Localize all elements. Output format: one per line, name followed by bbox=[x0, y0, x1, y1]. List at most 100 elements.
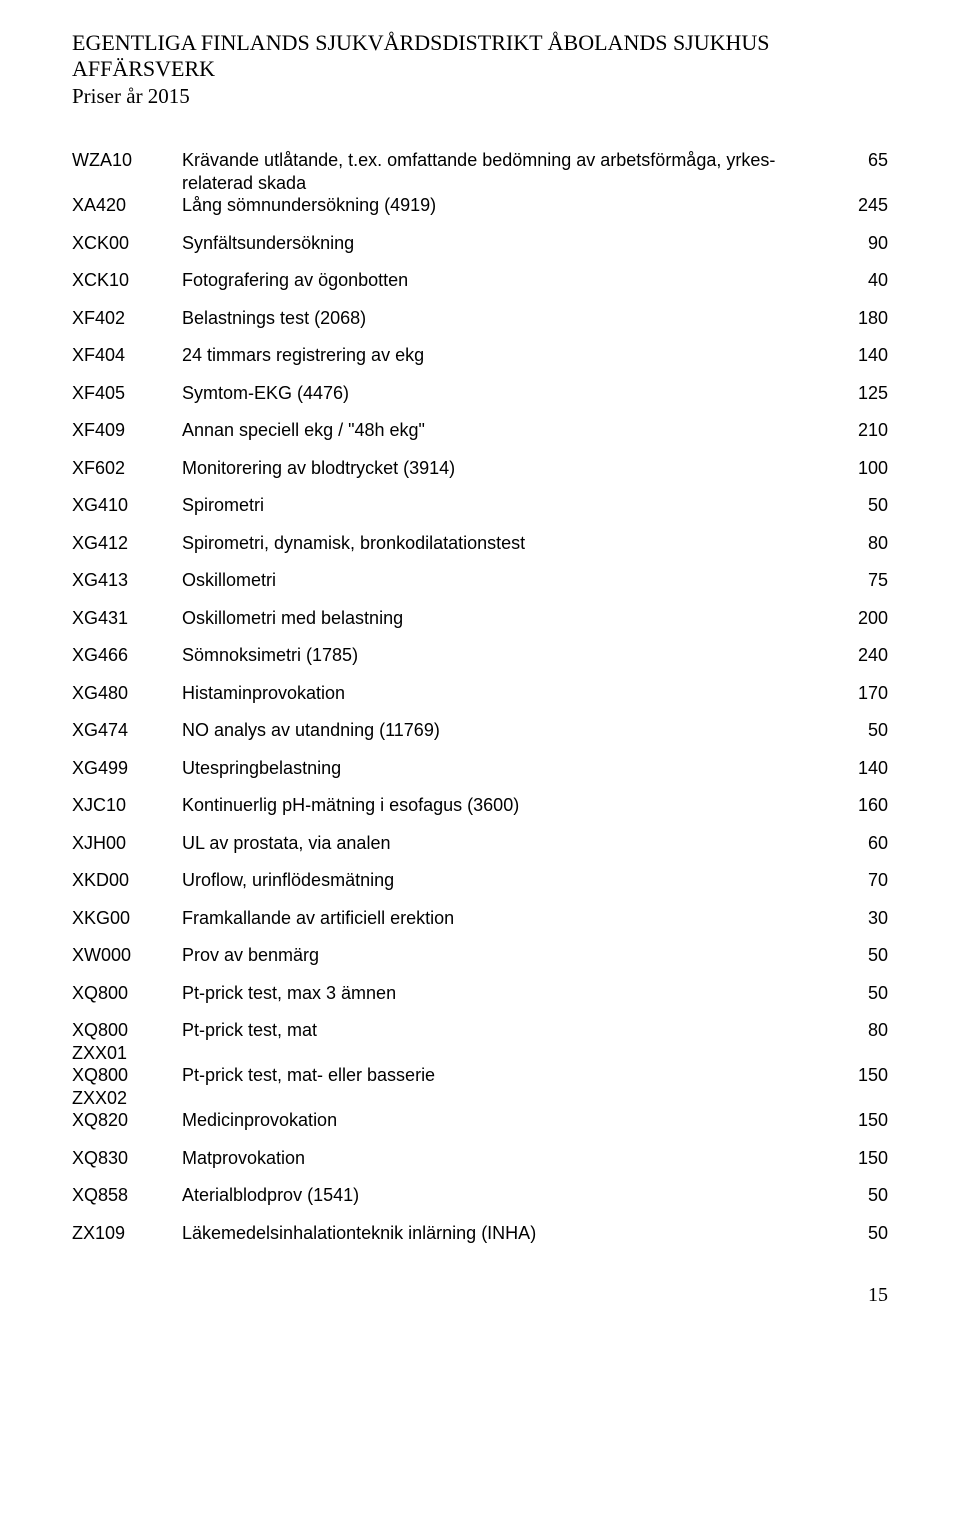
page-number: 15 bbox=[72, 1284, 888, 1307]
table-row: XF602Monitorering av blodtrycket (3914)1… bbox=[72, 457, 888, 480]
table-row: XQ858Aterialblodprov (1541)50 bbox=[72, 1184, 888, 1207]
row-description: Spirometri, dynamisk, bronkodilatationst… bbox=[182, 532, 828, 555]
row-price: 65 bbox=[828, 149, 888, 172]
header-title: EGENTLIGA FINLANDS SJUKVÅRDSDISTRIKT ÅBO… bbox=[72, 30, 888, 82]
table-row: XQ800 ZXX01Pt-prick test, mat80 bbox=[72, 1019, 888, 1064]
row-code: XG413 bbox=[72, 569, 182, 592]
table-row: XG412Spirometri, dynamisk, bronkodilatat… bbox=[72, 532, 888, 555]
row-price: 150 bbox=[828, 1147, 888, 1170]
row-description: UL av prostata, via analen bbox=[182, 832, 828, 855]
row-description: Utespringbelastning bbox=[182, 757, 828, 780]
row-code: XQ800 bbox=[72, 982, 182, 1005]
row-price: 50 bbox=[828, 1184, 888, 1207]
row-description: Symtom-EKG (4476) bbox=[182, 382, 828, 405]
row-description: Matprovokation bbox=[182, 1147, 828, 1170]
table-row: XCK00Synfältsundersökning90 bbox=[72, 232, 888, 255]
row-code: XQ800 ZXX02 bbox=[72, 1064, 182, 1109]
row-code: XJC10 bbox=[72, 794, 182, 817]
row-code: XG499 bbox=[72, 757, 182, 780]
row-description: Uroflow, urinflödesmätning bbox=[182, 869, 828, 892]
table-row: XA420Lång sömnundersökning (4919)245 bbox=[72, 194, 888, 217]
row-code: XA420 bbox=[72, 194, 182, 217]
row-price: 140 bbox=[828, 757, 888, 780]
row-code: XF602 bbox=[72, 457, 182, 480]
row-code: XCK00 bbox=[72, 232, 182, 255]
row-description: Spirometri bbox=[182, 494, 828, 517]
row-code: XG474 bbox=[72, 719, 182, 742]
row-description: Sömnoksimetri (1785) bbox=[182, 644, 828, 667]
price-table: WZA10Krävande utlåtande, t.ex. omfattand… bbox=[72, 149, 888, 1244]
row-description: Annan speciell ekg / "48h ekg" bbox=[182, 419, 828, 442]
table-row: XKG00Framkallande av artificiell erektio… bbox=[72, 907, 888, 930]
table-row: XG431Oskillometri med belastning200 bbox=[72, 607, 888, 630]
table-row: XW000Prov av benmärg50 bbox=[72, 944, 888, 967]
table-row: XF405Symtom-EKG (4476)125 bbox=[72, 382, 888, 405]
row-description: NO analys av utandning (11769) bbox=[182, 719, 828, 742]
table-row: XG480Histaminprovokation170 bbox=[72, 682, 888, 705]
row-description: Synfältsundersökning bbox=[182, 232, 828, 255]
row-price: 40 bbox=[828, 269, 888, 292]
row-price: 80 bbox=[828, 532, 888, 555]
table-row: WZA10Krävande utlåtande, t.ex. omfattand… bbox=[72, 149, 888, 194]
table-row: XF40424 timmars registrering av ekg140 bbox=[72, 344, 888, 367]
row-description: Kontinuerlig pH-mätning i esofagus (3600… bbox=[182, 794, 828, 817]
row-price: 200 bbox=[828, 607, 888, 630]
table-row: XG410Spirometri50 bbox=[72, 494, 888, 517]
table-row: XQ800 ZXX02Pt-prick test, mat- eller bas… bbox=[72, 1064, 888, 1109]
row-price: 30 bbox=[828, 907, 888, 930]
row-price: 240 bbox=[828, 644, 888, 667]
table-row: XQ800Pt-prick test, max 3 ämnen50 bbox=[72, 982, 888, 1005]
row-description: Pt-prick test, mat- eller basserie bbox=[182, 1064, 828, 1087]
row-price: 50 bbox=[828, 944, 888, 967]
row-price: 245 bbox=[828, 194, 888, 217]
row-description: Oskillometri bbox=[182, 569, 828, 592]
row-code: XG480 bbox=[72, 682, 182, 705]
row-price: 100 bbox=[828, 457, 888, 480]
row-description: Krävande utlåtande, t.ex. omfattande bed… bbox=[182, 149, 828, 194]
row-description: Fotografering av ögonbotten bbox=[182, 269, 828, 292]
row-price: 70 bbox=[828, 869, 888, 892]
table-row: XCK10Fotografering av ögonbotten40 bbox=[72, 269, 888, 292]
row-code: XG410 bbox=[72, 494, 182, 517]
row-code: XQ830 bbox=[72, 1147, 182, 1170]
table-row: XQ820Medicinprovokation150 bbox=[72, 1109, 888, 1132]
row-description: Prov av benmärg bbox=[182, 944, 828, 967]
row-price: 170 bbox=[828, 682, 888, 705]
row-price: 210 bbox=[828, 419, 888, 442]
table-row: XF409Annan speciell ekg / "48h ekg"210 bbox=[72, 419, 888, 442]
row-code: XF402 bbox=[72, 307, 182, 330]
row-price: 80 bbox=[828, 1019, 888, 1042]
row-price: 90 bbox=[828, 232, 888, 255]
row-description: Lång sömnundersökning (4919) bbox=[182, 194, 828, 217]
table-row: XG413Oskillometri75 bbox=[72, 569, 888, 592]
row-code: XG431 bbox=[72, 607, 182, 630]
row-code: ZX109 bbox=[72, 1222, 182, 1245]
row-code: XQ820 bbox=[72, 1109, 182, 1132]
row-description: Belastnings test (2068) bbox=[182, 307, 828, 330]
table-row: XG499Utespringbelastning140 bbox=[72, 757, 888, 780]
row-code: XQ858 bbox=[72, 1184, 182, 1207]
row-price: 180 bbox=[828, 307, 888, 330]
row-description: Pt-prick test, mat bbox=[182, 1019, 828, 1042]
row-description: Aterialblodprov (1541) bbox=[182, 1184, 828, 1207]
row-code: XKG00 bbox=[72, 907, 182, 930]
row-description: Oskillometri med belastning bbox=[182, 607, 828, 630]
table-row: XG474NO analys av utandning (11769)50 bbox=[72, 719, 888, 742]
row-code: XJH00 bbox=[72, 832, 182, 855]
table-row: XG466Sömnoksimetri (1785)240 bbox=[72, 644, 888, 667]
row-code: XG466 bbox=[72, 644, 182, 667]
table-row: XQ830Matprovokation150 bbox=[72, 1147, 888, 1170]
row-price: 75 bbox=[828, 569, 888, 592]
table-row: XKD00Uroflow, urinflödesmätning70 bbox=[72, 869, 888, 892]
row-price: 50 bbox=[828, 719, 888, 742]
row-description: Läkemedelsinhalationteknik inlärning (IN… bbox=[182, 1222, 828, 1245]
row-price: 160 bbox=[828, 794, 888, 817]
table-row: XJH00UL av prostata, via analen60 bbox=[72, 832, 888, 855]
row-description: Pt-prick test, max 3 ämnen bbox=[182, 982, 828, 1005]
row-description: Medicinprovokation bbox=[182, 1109, 828, 1132]
row-description: Framkallande av artificiell erektion bbox=[182, 907, 828, 930]
row-code: XCK10 bbox=[72, 269, 182, 292]
row-price: 140 bbox=[828, 344, 888, 367]
row-price: 50 bbox=[828, 494, 888, 517]
table-row: ZX109Läkemedelsinhalationteknik inlärnin… bbox=[72, 1222, 888, 1245]
